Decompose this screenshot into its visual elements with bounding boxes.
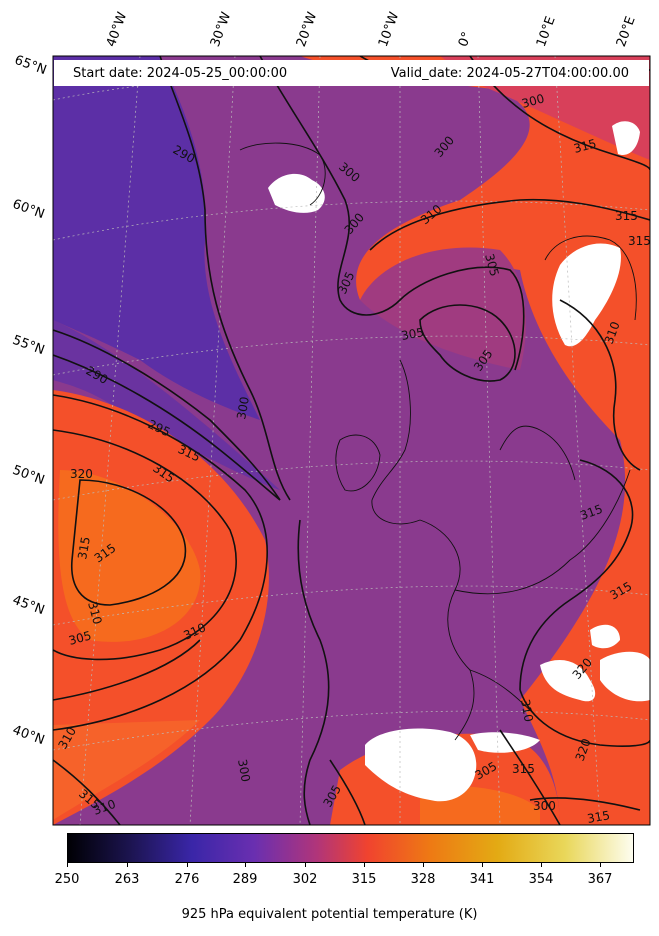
contour-label: 300	[235, 758, 253, 783]
colorbar	[67, 833, 634, 863]
contour-label: 315	[586, 808, 611, 826]
contour-label: 320	[70, 467, 93, 481]
contour-label: 315	[615, 209, 638, 223]
map-frame	[52, 55, 651, 826]
colorbar-tick-label: 250	[54, 872, 80, 887]
colorbar-tickmark	[245, 863, 246, 867]
contour-label: 315	[628, 234, 651, 248]
colorbar-tickmark	[364, 863, 365, 867]
colorbar-tick-label: 341	[469, 872, 495, 887]
colorbar-tickmark	[423, 863, 424, 867]
colorbar-tickmark	[305, 863, 306, 867]
colorbar-tick-label: 289	[232, 872, 258, 887]
colorbar-tick-label: 276	[174, 872, 200, 887]
colorbar-tickmark	[187, 863, 188, 867]
colorbar-tick-label: 263	[114, 872, 140, 887]
contour-label: 305	[67, 628, 93, 647]
colorbar-tickmark	[127, 863, 128, 867]
contour-label: 310	[85, 600, 104, 626]
colorbar-tickmark	[541, 863, 542, 867]
colorbar-tick-label: 328	[410, 872, 436, 887]
graticule	[53, 56, 650, 825]
start-date-text: Start date: 2024-05-25_00:00:00	[73, 66, 288, 81]
contour-label: 315	[512, 762, 535, 776]
contour-label: 315	[75, 536, 93, 561]
valid-date-text: Valid_date: 2024-05-27T04:00:00.00	[390, 66, 629, 81]
contour-label: 300	[533, 799, 556, 813]
temperature-field	[53, 56, 650, 825]
contour-label-group: 290 300 300 305 300 305 310 305 305 300 …	[55, 91, 650, 826]
colorbar-tick-label: 302	[292, 872, 318, 887]
colorbar-tickmark	[482, 863, 483, 867]
colorbar-tickmark	[600, 863, 601, 867]
contour-label: 305	[482, 252, 501, 278]
contour-label: 300	[234, 396, 252, 421]
colorbar-tick-label: 354	[528, 872, 554, 887]
contour-label: 305	[400, 325, 425, 343]
contour-label: 310	[518, 698, 536, 723]
colorbar-label: 925 hPa equivalent potential temperature…	[181, 907, 478, 922]
colorbar-tick-label: 315	[351, 872, 377, 887]
colorbar-tickmark	[67, 863, 68, 867]
contour-label: 315	[572, 136, 598, 155]
header-band	[54, 60, 649, 86]
contour-label: 300	[520, 91, 546, 110]
colorbar-tick-label: 367	[587, 872, 613, 887]
